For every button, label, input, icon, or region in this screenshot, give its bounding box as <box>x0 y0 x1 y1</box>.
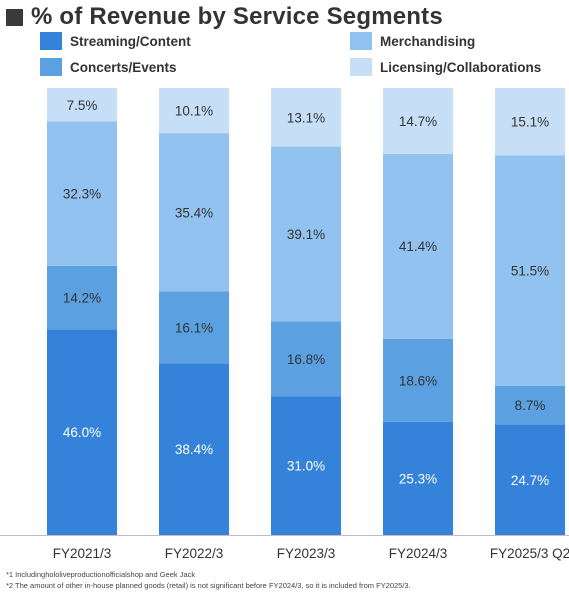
bar-segment-merchandising <box>47 121 117 266</box>
data-label-licensing-collaborations: 15.1% <box>511 115 549 130</box>
bar-segment-concerts-events <box>159 291 229 364</box>
bar-segment-concerts-events <box>271 321 341 397</box>
title-square-icon <box>6 8 23 26</box>
footnote-1: *1 Includinghololiveproductionofficialsh… <box>6 570 196 579</box>
legend-item-licensing: Licensing/Collaborations <box>350 57 541 77</box>
data-label-streaming-content: 25.3% <box>399 471 437 486</box>
legend-swatch-streaming <box>40 32 62 50</box>
bar-segment-concerts-events <box>47 265 117 330</box>
bar-segment-streaming-content <box>47 329 117 535</box>
bar-segment-merchandising <box>495 155 565 386</box>
footnotes: *1 Includinghololiveproductionofficialsh… <box>6 570 411 591</box>
x-tick-label: FY2023/3 <box>277 546 336 561</box>
data-label-merchandising: 41.4% <box>399 239 437 254</box>
bar-segment-licensing-collaborations <box>271 88 341 147</box>
chart-title: % of Revenue by Service Segments <box>31 3 443 30</box>
x-tick-label: FY2025/3 Q2 <box>490 546 569 561</box>
bar-segment-licensing-collaborations <box>47 88 117 122</box>
data-label-streaming-content: 46.0% <box>63 425 101 440</box>
bar-segment-streaming-content <box>383 421 453 535</box>
data-label-concerts-events: 18.6% <box>399 373 437 388</box>
data-label-concerts-events: 14.2% <box>63 291 101 306</box>
legend-swatch-merchandising <box>350 32 372 50</box>
data-label-concerts-events: 8.7% <box>515 398 546 413</box>
data-label-licensing-collaborations: 14.7% <box>399 114 437 129</box>
data-label-merchandising: 35.4% <box>175 205 213 220</box>
bar-segment-licensing-collaborations <box>383 88 453 154</box>
bar-segment-merchandising <box>271 146 341 322</box>
legend-label-merchandising: Merchandising <box>380 33 476 49</box>
legend-label-licensing: Licensing/Collaborations <box>380 59 542 75</box>
bar-segment-merchandising <box>159 133 229 292</box>
chart-title-row: % of Revenue by Service Segments <box>6 2 443 32</box>
footnote-2: *2 The amount of other in-house planned … <box>6 580 411 590</box>
data-label-concerts-events: 16.1% <box>175 320 213 335</box>
legend-item-concerts: Concerts/Events <box>40 57 177 77</box>
data-label-streaming-content: 31.0% <box>287 459 325 474</box>
bar-segment-streaming-content <box>159 363 229 535</box>
legend-item-streaming: Streaming/Content <box>40 31 191 51</box>
data-label-merchandising: 32.3% <box>63 187 101 202</box>
data-label-streaming-content: 24.7% <box>511 473 549 488</box>
data-label-merchandising: 51.5% <box>511 264 549 279</box>
bar-segment-licensing-collaborations <box>159 88 229 134</box>
x-tick-label: FY2021/3 <box>53 546 112 561</box>
x-tick-label: FY2022/3 <box>165 546 224 561</box>
bar-segment-merchandising <box>383 153 453 339</box>
data-label-streaming-content: 38.4% <box>175 442 213 457</box>
x-tick-label: FY2024/3 <box>389 546 448 561</box>
data-label-licensing-collaborations: 7.5% <box>67 98 98 113</box>
bar-segment-concerts-events <box>495 385 565 425</box>
legend-label-concerts: Concerts/Events <box>70 59 177 75</box>
bar-segment-licensing-collaborations <box>495 88 565 156</box>
data-label-merchandising: 39.1% <box>287 227 325 242</box>
legend-item-merchandising: Merchandising <box>350 31 475 51</box>
bar-segment-streaming-content <box>495 424 565 535</box>
bar-segment-concerts-events <box>383 338 453 422</box>
data-label-licensing-collaborations: 13.1% <box>287 110 325 125</box>
bar-segment-streaming-content <box>271 396 341 535</box>
legend-swatch-licensing <box>350 58 372 76</box>
legend-label-streaming: Streaming/Content <box>70 33 191 49</box>
data-label-licensing-collaborations: 10.1% <box>175 104 213 119</box>
data-label-concerts-events: 16.8% <box>287 352 325 367</box>
legend-swatch-concerts <box>40 58 62 76</box>
